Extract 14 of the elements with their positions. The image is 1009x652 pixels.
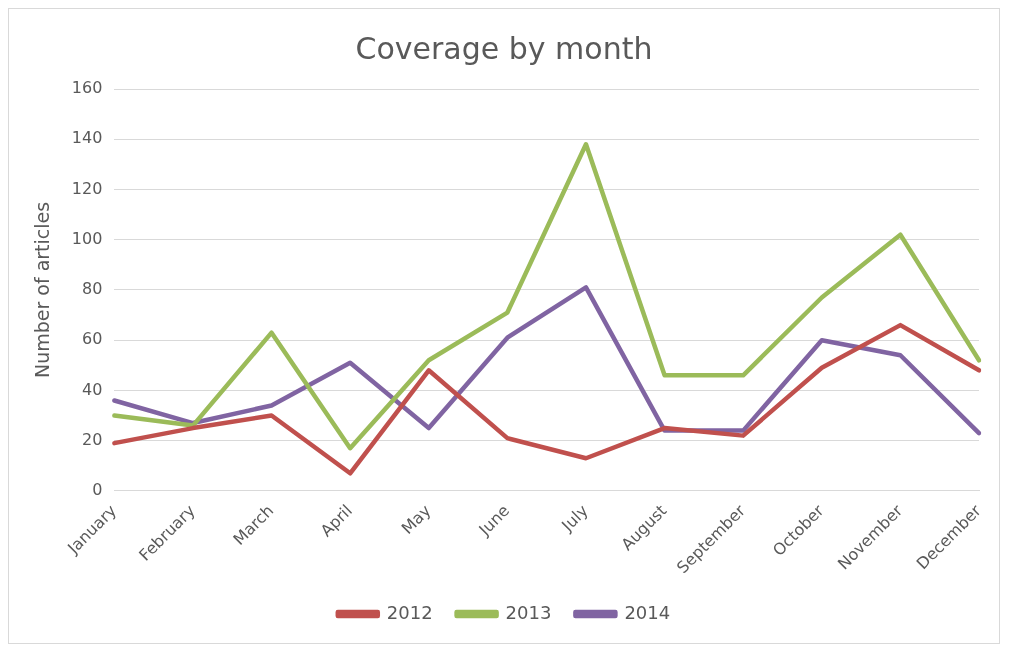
legend-label: 2014 (624, 601, 671, 623)
y-tick-label: 120 (71, 178, 103, 198)
y-tick-label: 60 (81, 329, 103, 349)
y-tick-label: 40 (81, 379, 103, 399)
y-axis-title: Number of articles (31, 201, 54, 379)
y-tick-label: 20 (81, 429, 103, 449)
chart-title: Coverage by month (355, 30, 653, 66)
y-tick-label: 160 (71, 78, 103, 98)
y-tick-label: 140 (71, 128, 103, 148)
legend-label: 2013 (505, 601, 552, 623)
y-tick-label: 100 (71, 228, 103, 248)
y-tick-label: 0 (92, 480, 103, 500)
legend-label: 2012 (386, 601, 433, 623)
y-tick-label: 80 (81, 279, 103, 299)
